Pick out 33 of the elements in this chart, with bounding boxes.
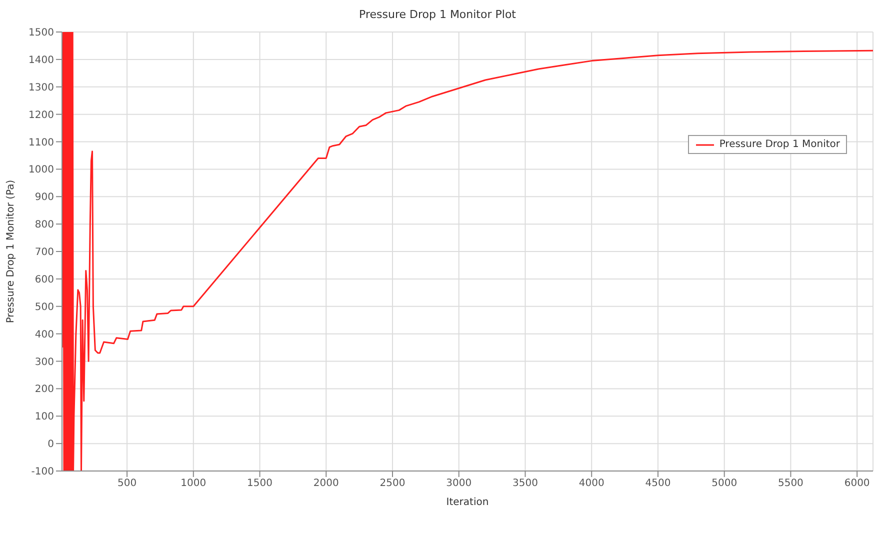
y-tick-label: 800 [34, 220, 54, 231]
y-tick-label: 1000 [28, 164, 54, 176]
x-tick-label: 1000 [180, 478, 206, 490]
y-axis-title: Pressure Drop 1 Monitor (Pa) [6, 180, 17, 324]
y-tick-label: 1400 [28, 54, 54, 66]
y-tick-label: 1200 [28, 110, 54, 121]
x-tick-label: 3500 [512, 478, 538, 490]
x-tick-label: 6000 [844, 478, 870, 490]
y-tick-label: 500 [34, 302, 54, 313]
x-tick-label: 4000 [578, 478, 604, 490]
y-tick-label: 600 [34, 274, 54, 286]
y-tick-label: 200 [34, 384, 54, 396]
x-tick-label: 5000 [712, 478, 738, 490]
x-axis-title: Iteration [446, 497, 489, 508]
x-tick-label: 4500 [645, 478, 671, 490]
y-tick-label: 1300 [28, 82, 54, 94]
y-tick-label: 400 [34, 329, 54, 340]
y-tick-label: -100 [31, 466, 54, 478]
x-tick-label: 3000 [446, 478, 472, 490]
y-tick-label: 100 [34, 412, 54, 423]
y-tick-label: 1500 [28, 28, 54, 39]
y-tick-label: 700 [34, 247, 54, 258]
x-tick-label: 5500 [778, 478, 804, 490]
y-tick-label: 300 [34, 356, 54, 368]
y-tick-label: 900 [34, 192, 54, 204]
y-tick-label: 0 [48, 439, 54, 450]
legend-label: Pressure Drop 1 Monitor [719, 139, 840, 150]
x-tick-label: 1500 [247, 478, 272, 490]
chart-title: Pressure Drop 1 Monitor Plot [358, 8, 517, 21]
x-tick-label: 2500 [380, 478, 406, 490]
x-tick-label: 500 [117, 478, 137, 490]
y-tick-label: 1100 [28, 137, 54, 148]
x-tick-label: 2000 [313, 478, 339, 490]
